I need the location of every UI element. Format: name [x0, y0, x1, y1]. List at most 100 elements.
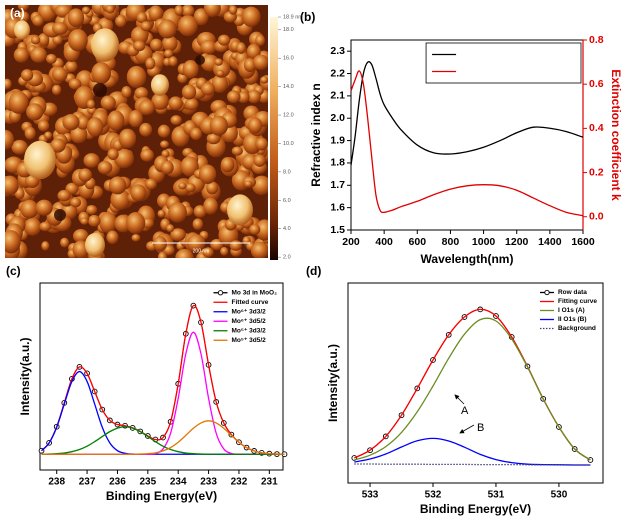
x-tick-label: 1600 — [571, 236, 595, 248]
grain — [255, 34, 266, 47]
grain — [140, 148, 154, 162]
series-line — [41, 370, 285, 455]
grain — [203, 197, 218, 215]
grain — [126, 212, 146, 234]
pit — [195, 55, 205, 65]
grain — [51, 66, 68, 82]
legend-marker — [217, 290, 224, 296]
series-line — [354, 317, 591, 461]
y-tick-label: 1.8 — [330, 157, 345, 169]
grain — [24, 126, 36, 140]
panel-label: (d) — [306, 264, 321, 278]
y-tick-label: 2.1 — [330, 90, 345, 102]
y-axis-label: Refractive index n — [309, 83, 323, 186]
x-tick-label: 232 — [231, 477, 248, 488]
grain — [184, 183, 196, 193]
panel-label: (b) — [300, 10, 315, 24]
colorbar-tick-label: 8.0 — [283, 169, 291, 175]
colorbar-tick-label: 6.0 — [283, 198, 291, 204]
grain — [118, 128, 137, 149]
bright-grain — [24, 140, 56, 180]
grain — [68, 28, 88, 52]
grain — [30, 46, 47, 63]
grain — [26, 103, 44, 121]
grain — [106, 230, 119, 245]
colorbar-tick-label: 12.0 — [283, 113, 294, 119]
grain — [81, 6, 91, 15]
grain — [62, 113, 80, 131]
grain — [255, 137, 268, 151]
bright-grain — [91, 28, 119, 62]
grain — [253, 154, 266, 167]
grain — [178, 182, 187, 190]
grain — [192, 218, 204, 231]
grain — [241, 6, 261, 28]
afm-image — [5, 5, 268, 258]
grain — [227, 90, 241, 104]
colorbar-tick-label: 2.0 — [283, 255, 291, 261]
grain — [20, 199, 39, 219]
grain — [37, 120, 50, 132]
x-tick-label: 1400 — [538, 236, 562, 248]
grain — [50, 138, 66, 153]
grain — [113, 148, 134, 169]
y-axis-label: Intensity(a.u.) — [18, 337, 32, 415]
grain — [145, 178, 157, 190]
grain — [255, 219, 268, 241]
grain — [70, 125, 88, 144]
grain — [52, 35, 63, 45]
panel-label: (a) — [10, 6, 25, 20]
grain — [151, 92, 169, 110]
legend-label: Row data — [558, 289, 587, 296]
grain — [145, 57, 156, 70]
colorbar-tick-label: 18.0 — [283, 27, 294, 33]
grain — [5, 175, 19, 196]
grain — [231, 146, 243, 156]
grain — [68, 78, 82, 90]
x-tick-label: 234 — [170, 477, 187, 488]
grain — [35, 199, 53, 216]
legend-label: Mo⁵⁺ 3d3/2 — [232, 327, 267, 334]
grain — [87, 214, 101, 227]
grain — [193, 8, 209, 26]
grain — [105, 5, 115, 14]
x-tick-label: 231 — [261, 477, 278, 488]
grain — [86, 99, 96, 109]
grain — [76, 115, 90, 130]
annotation-arrow — [459, 424, 475, 434]
legend-label: Fitted curve — [232, 299, 269, 306]
grain — [41, 241, 50, 251]
x-tick-label: 200 — [342, 236, 360, 248]
grain — [214, 58, 223, 66]
grain — [128, 110, 143, 128]
x-tick-label: 531 — [488, 490, 505, 501]
series-line — [354, 308, 591, 461]
panel-label: (c) — [6, 264, 21, 278]
bright-grain — [227, 194, 253, 226]
grain — [108, 176, 127, 195]
grain — [44, 131, 53, 140]
grain — [220, 157, 235, 173]
x-tick-label: 533 — [362, 490, 379, 501]
grain — [163, 49, 174, 58]
grain — [126, 65, 147, 89]
x-tick-label: 233 — [200, 477, 217, 488]
grain — [193, 205, 207, 218]
grain — [202, 247, 214, 258]
grain — [134, 87, 149, 100]
series-line — [41, 426, 285, 455]
grain — [99, 211, 117, 234]
grain — [86, 117, 104, 137]
grain — [32, 14, 44, 27]
y2-axis-label: Extinction coefficient k — [609, 69, 623, 201]
grain — [229, 240, 243, 251]
grain — [158, 19, 177, 39]
bright-grain — [85, 233, 105, 257]
grain — [168, 96, 183, 111]
grain — [174, 5, 184, 16]
series-line — [350, 70, 584, 217]
series-line — [354, 463, 591, 466]
grain — [244, 180, 253, 188]
grain — [60, 237, 70, 248]
grain — [168, 56, 178, 67]
